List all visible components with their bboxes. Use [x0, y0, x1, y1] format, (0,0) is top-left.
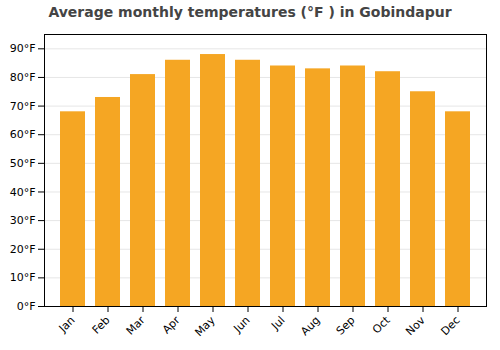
- svg-text:Aug: Aug: [298, 314, 322, 338]
- svg-text:30°F: 30°F: [10, 214, 36, 227]
- svg-text:Dec: Dec: [438, 314, 462, 338]
- svg-text:Jan: Jan: [56, 314, 78, 336]
- svg-text:Oct: Oct: [370, 313, 393, 336]
- html-text:Average monthly temperatures (: Average monthly temperatures (°F ) in Go…: [48, 4, 452, 20]
- svg-text:Jun: Jun: [231, 314, 253, 336]
- svg-text:0°F: 0°F: [17, 300, 36, 313]
- svg-text:10°F: 10°F: [10, 271, 36, 284]
- svg-text:60°F: 60°F: [10, 128, 36, 141]
- svg-text:70°F: 70°F: [10, 100, 36, 113]
- svg-text:Apr: Apr: [160, 313, 183, 336]
- svg-text:Nov: Nov: [403, 313, 428, 338]
- svg-text:50°F: 50°F: [10, 157, 36, 170]
- svg-text:40°F: 40°F: [10, 185, 36, 198]
- svg-text:90°F: 90°F: [10, 42, 36, 55]
- svg-text:Feb: Feb: [90, 314, 113, 337]
- svg-text:Jul: Jul: [268, 314, 287, 333]
- svg-text:Sep: Sep: [334, 314, 358, 338]
- svg-text:20°F: 20°F: [10, 243, 36, 256]
- svg-text:80°F: 80°F: [10, 71, 36, 84]
- svg-text:Mar: Mar: [124, 313, 148, 337]
- svg-text:May: May: [192, 313, 218, 339]
